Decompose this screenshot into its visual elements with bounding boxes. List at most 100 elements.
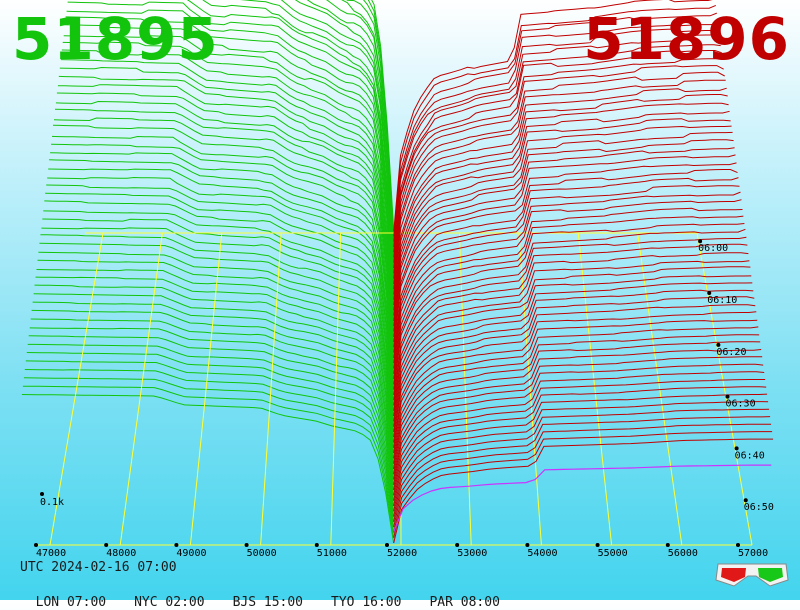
grid-line-x <box>119 232 163 546</box>
bid-depth-line <box>29 327 395 501</box>
ask-depth-line <box>393 289 754 438</box>
ask-depth-line <box>393 118 731 316</box>
ask-depth-line <box>393 349 762 480</box>
ask-depth-line <box>393 162 737 348</box>
x-tick-label: 49000 <box>176 548 206 559</box>
bid-depth-line <box>64 24 395 311</box>
bid-depth-line <box>186 0 395 290</box>
ask-depth-line <box>393 438 774 544</box>
time-tick-label: 06:40 <box>735 450 765 461</box>
utc-clock: UTC 2024-02-16 07:00 <box>20 560 177 575</box>
bid-depth-line <box>33 293 395 480</box>
clock-par: PAR 08:00 <box>429 595 500 610</box>
ask-depth-line <box>393 243 748 406</box>
ask-depth-line <box>393 326 759 464</box>
bid-depth-line <box>50 152 395 390</box>
ask-depth-line <box>393 154 736 343</box>
bid-depth-line <box>39 242 395 448</box>
world-clocks: LON 07:00 NYC 02:00 BJS 15:00 TYO 16:00 PAR … <box>20 580 528 610</box>
ask-depth-line <box>393 334 760 470</box>
bid-depth-line <box>45 192 395 417</box>
ask-depth-line <box>393 311 757 454</box>
bid-depth-line <box>306 0 395 263</box>
bid-depth-line <box>52 124 395 374</box>
ask-depth-line <box>393 34 720 258</box>
ask-depth-line <box>393 4 716 237</box>
time-tick-label: 06:00 <box>698 243 728 254</box>
bid-depth-line <box>44 200 395 422</box>
ask-depth-line <box>393 0 713 232</box>
ask-depth-line <box>393 50 722 269</box>
ask-depth-line <box>393 223 745 390</box>
ask-depth-line <box>393 177 739 358</box>
x-tick-label: 55000 <box>598 548 628 559</box>
bid-depth-line <box>24 369 395 528</box>
bid-depth-line <box>58 75 395 343</box>
bid-depth-line <box>59 66 395 337</box>
ask-depth-line <box>393 431 773 538</box>
ask-depth-line <box>393 12 717 242</box>
time-tick-dot <box>743 498 748 503</box>
ask-depth-line <box>393 296 755 443</box>
bid-depth-line <box>54 108 395 364</box>
ask-depth-line <box>393 23 718 247</box>
clock-lon: LON 07:00 <box>35 595 107 610</box>
ask-depth-line <box>393 416 771 528</box>
grid-line-x <box>189 232 223 546</box>
bid-depth-line <box>51 135 395 380</box>
bid-depth-line <box>325 0 395 258</box>
ask-depth-line <box>393 252 749 411</box>
ask-depth-line <box>393 110 730 311</box>
bid-depth-line <box>53 117 395 369</box>
ask-depth-line <box>393 28 719 253</box>
bid-depth-line <box>31 309 395 491</box>
x-tick-dot <box>736 543 740 547</box>
bid-depth-series <box>21 0 395 544</box>
ask-depth-line <box>393 199 742 374</box>
ask-depth-line <box>393 341 761 475</box>
bid-depth-line <box>63 35 395 316</box>
bid-depth-line <box>57 84 395 348</box>
x-tick-label: 50000 <box>247 548 277 559</box>
x-tick-dot <box>174 543 179 547</box>
ask-depth-line <box>393 65 724 279</box>
bid-depth-line <box>280 0 395 274</box>
bid-depth-line <box>28 335 395 507</box>
ask-depth-series <box>393 0 774 544</box>
ask-depth-line <box>393 423 772 533</box>
bid-depth-line <box>37 259 395 459</box>
bid-depth-line <box>60 59 395 332</box>
ask-depth-line <box>393 147 735 337</box>
x-tick-dot <box>595 543 600 547</box>
bid-depth-line <box>47 176 395 406</box>
ask-depth-line <box>393 408 770 522</box>
bid-depth-line <box>22 385 395 538</box>
grid-line-x <box>260 232 282 546</box>
ask-depth-line <box>393 215 744 385</box>
bid-depth-line <box>341 0 395 253</box>
x-tick-label: 52000 <box>387 548 417 559</box>
ask-depth-line <box>393 282 753 432</box>
ask-depth-line <box>393 386 767 507</box>
ask-depth-line <box>393 363 764 491</box>
x-tick-dot <box>314 543 319 547</box>
bid-depth-line <box>23 377 395 533</box>
bid-depth-line <box>41 227 395 438</box>
ask-depth-line <box>393 319 758 459</box>
time-tick-label: 06:20 <box>716 347 746 358</box>
ask-depth-line <box>393 94 728 300</box>
ask-depth-line <box>393 236 747 401</box>
ask-depth-line <box>393 401 769 517</box>
grid-line-x <box>330 232 342 546</box>
time-tick-label: 06:10 <box>707 295 737 306</box>
x-tick-dot <box>665 543 670 547</box>
ask-depth-line <box>393 125 732 321</box>
ask-depth-line <box>393 266 751 422</box>
grid-line-x <box>458 232 472 546</box>
depth-tick-dot <box>40 492 44 496</box>
x-tick-dot <box>34 543 38 547</box>
ask-depth-line <box>393 191 741 369</box>
bid-depth-line <box>49 159 395 395</box>
bid-depth-line <box>65 16 395 306</box>
3d-glasses-icon[interactable] <box>712 558 792 590</box>
